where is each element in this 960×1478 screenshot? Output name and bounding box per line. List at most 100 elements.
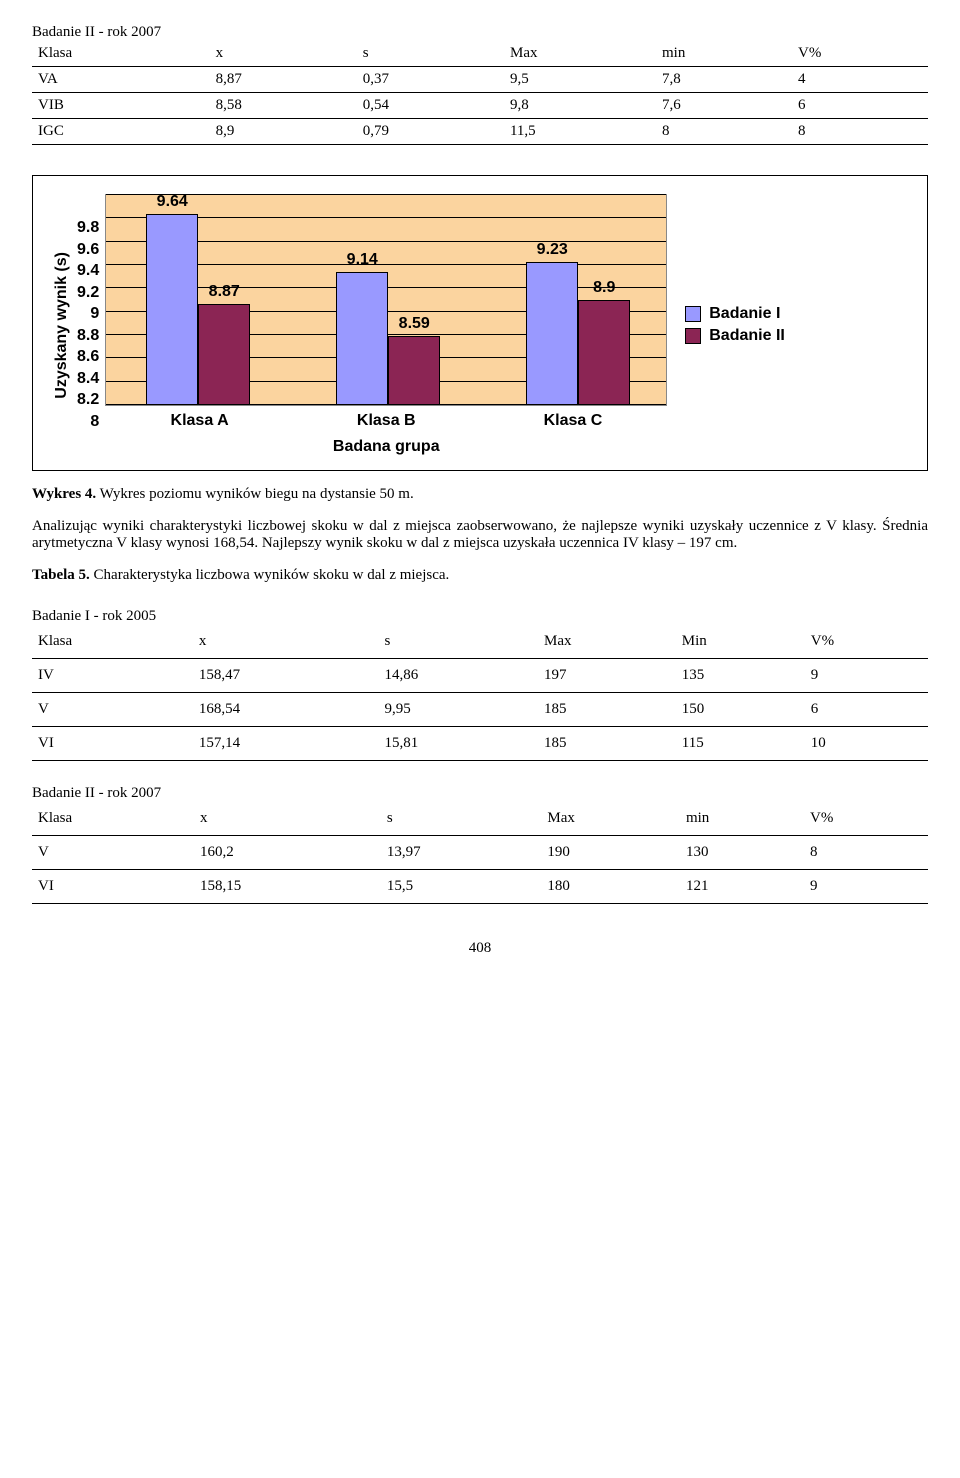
cell: 115 [676,727,805,761]
cell: 158,47 [193,659,379,693]
cell: 0,54 [357,93,504,119]
cell: 6 [805,693,928,727]
table-row: VI 157,14 15,81 185 115 10 [32,727,928,761]
ytick: 9.2 [77,285,99,301]
ytick: 8.8 [77,328,99,344]
legend-swatch-blue [685,306,701,322]
cell: 6 [792,93,928,119]
cell: 185 [538,693,676,727]
xlabel: Klasa B [293,412,480,430]
cell: 160,2 [194,836,381,870]
col-s: s [381,802,542,836]
cell: V [32,693,193,727]
xlabel: Klasa C [480,412,667,430]
table-row: V 168,54 9,95 185 150 6 [32,693,928,727]
cell: 9,5 [504,67,656,93]
top-table-title: Badanie II - rok 2007 [32,24,928,41]
cell: 9,95 [379,693,539,727]
col-min: min [656,41,792,67]
ytick: 9.8 [77,220,99,236]
badanie2-table: Klasa x s Max min V% V 160,2 13,97 190 1… [32,802,928,904]
col-klasa: Klasa [32,625,193,659]
xlabel: Klasa A [106,412,293,430]
ytick: 9.4 [77,263,99,279]
col-max: Max [538,625,676,659]
cell: VI [32,727,193,761]
badanie1-table: Klasa x s Max Min V% IV 158,47 14,86 197… [32,625,928,761]
cell: 8 [804,836,928,870]
legend-label: Badanie I [709,305,780,323]
table-row: VA 8,87 0,37 9,5 7,8 4 [32,67,928,93]
bar-chart: Uzyskany wynik (s) 9.8 9.6 9.4 9.2 9 8.8… [32,175,928,471]
cell: 0,79 [357,119,504,145]
col-klasa: Klasa [32,802,194,836]
cell: 135 [676,659,805,693]
col-s: s [379,625,539,659]
legend-label: Badanie II [709,327,785,345]
table-header-row: Klasa x s Max Min V% [32,625,928,659]
cell: 8,87 [210,67,357,93]
cell: 4 [792,67,928,93]
cell: 8,9 [210,119,357,145]
cell: IGC [32,119,210,145]
table-header-row: Klasa x s Max min V% [32,41,928,67]
cell: 15,5 [381,870,542,904]
cell: 14,86 [379,659,539,693]
table-row: IV 158,47 14,86 197 135 9 [32,659,928,693]
top-table: Klasa x s Max min V% VA 8,87 0,37 9,5 7,… [32,41,928,145]
col-x: x [210,41,357,67]
cell: V [32,836,194,870]
col-x: x [194,802,381,836]
cell: 185 [538,727,676,761]
col-max: Max [504,41,656,67]
ytick: 9.6 [77,242,99,258]
cell: 10 [805,727,928,761]
chart-plot-area: 9.648.879.148.599.238.9 [105,194,667,406]
cell: 15,81 [379,727,539,761]
figure-caption-4: Wykres 4. Wykres poziomu wyników biegu n… [32,486,928,503]
legend-swatch-maroon [685,328,701,344]
cell: 8,58 [210,93,357,119]
chart-xlabel-text: Badana grupa [333,438,440,456]
table-header-row: Klasa x s Max min V% [32,802,928,836]
cell: 9 [805,659,928,693]
cell: 7,6 [656,93,792,119]
col-v: V% [804,802,928,836]
cell: 150 [676,693,805,727]
table-row: IGC 8,9 0,79 11,5 8 8 [32,119,928,145]
cell: 0,37 [357,67,504,93]
chart-ylabel: Uzyskany wynik (s) [53,252,71,399]
cell: VIB [32,93,210,119]
col-max: Max [541,802,680,836]
cell: VI [32,870,194,904]
table-caption-5: Tabela 5. Charakterystyka liczbowa wynik… [32,567,928,584]
table-row: VI 158,15 15,5 180 121 9 [32,870,928,904]
chart-yaxis: 9.8 9.6 9.4 9.2 9 8.8 8.6 8.4 8.2 8 [77,220,99,430]
col-s: s [357,41,504,67]
cell: 121 [680,870,804,904]
cell: 9 [804,870,928,904]
caption-bold: Wykres 4. [32,486,96,502]
cell: 168,54 [193,693,379,727]
cell: 8 [656,119,792,145]
caption-bold: Tabela 5. [32,567,90,583]
ytick: 8.4 [77,371,99,387]
ytick: 8.6 [77,349,99,365]
chart-legend: Badanie I Badanie II [685,301,785,349]
ytick: 8 [77,414,99,430]
legend-item: Badanie I [685,305,785,323]
cell: 180 [541,870,680,904]
badanie2-title: Badanie II - rok 2007 [32,785,928,802]
cell: 158,15 [194,870,381,904]
col-min: min [680,802,804,836]
col-x: x [193,625,379,659]
col-klasa: Klasa [32,41,210,67]
col-min: Min [676,625,805,659]
table-row: V 160,2 13,97 190 130 8 [32,836,928,870]
ytick: 9 [77,306,99,322]
page-number: 408 [32,940,928,957]
badanie1-title: Badanie I - rok 2005 [32,608,928,625]
chart-xlabels: Klasa A Klasa B Klasa C [106,412,666,430]
ytick: 8.2 [77,392,99,408]
cell: 197 [538,659,676,693]
